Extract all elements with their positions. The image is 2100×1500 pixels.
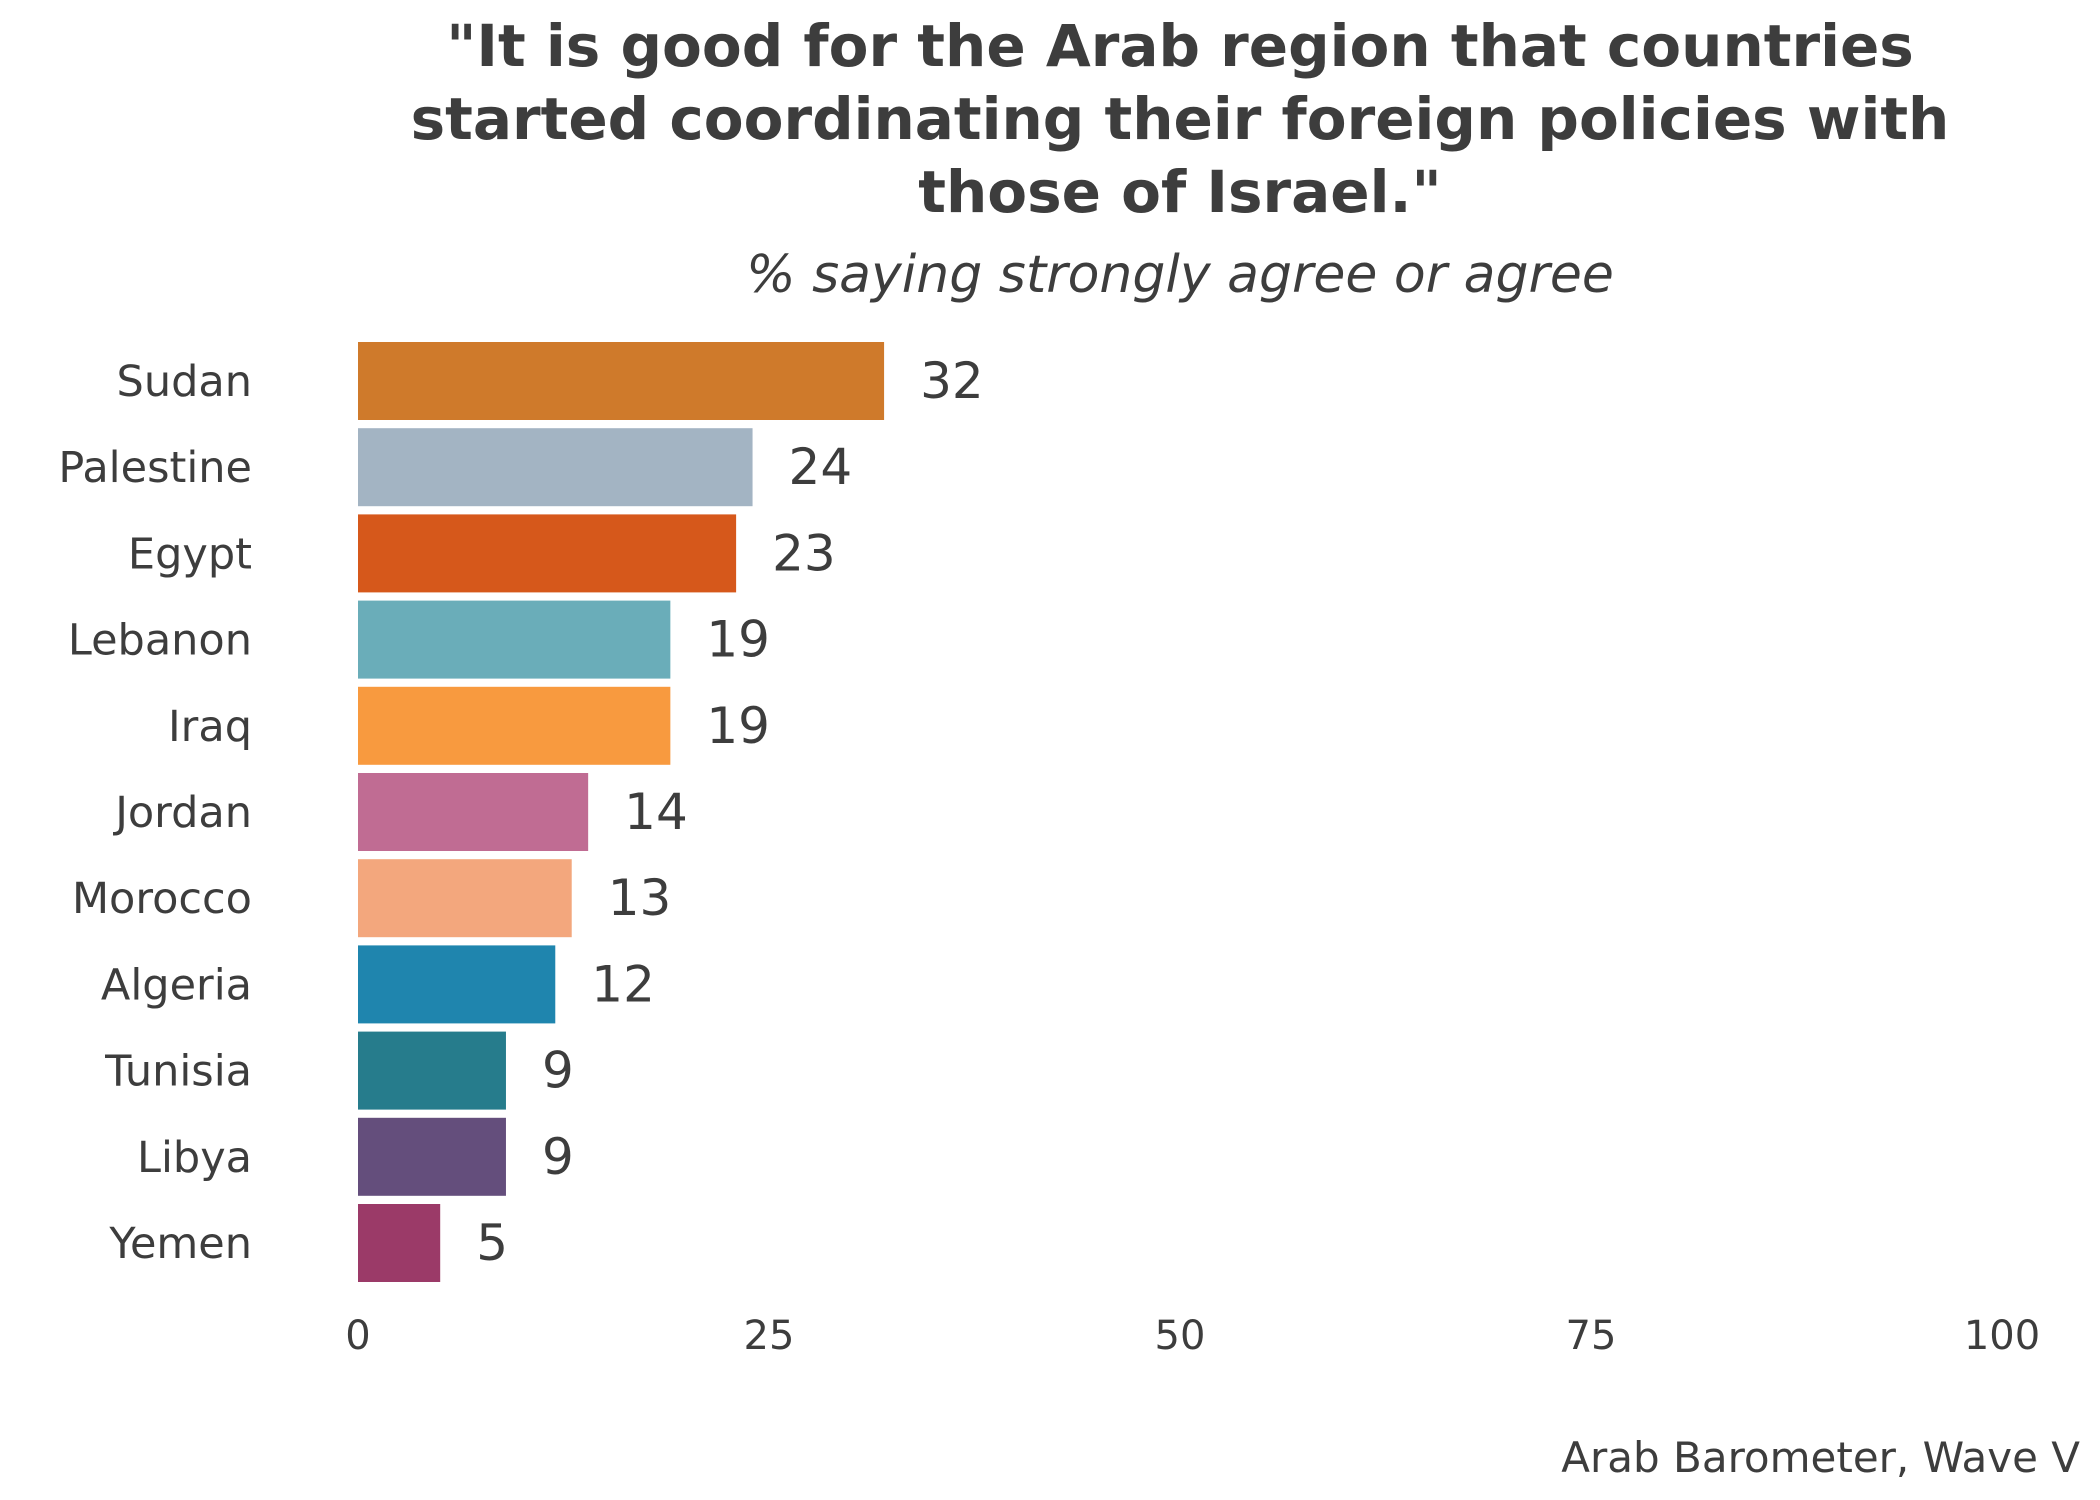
value-label-morocco: 13: [608, 869, 672, 927]
x-tick-label-25: 25: [744, 1313, 795, 1359]
category-label-iraq: Iraq: [168, 702, 252, 752]
value-label-lebanon: 19: [706, 611, 770, 669]
bar-lebanon: [358, 601, 670, 679]
bar-iraq: [358, 687, 670, 765]
value-label-sudan: 32: [920, 352, 984, 410]
chart-title-line-3: those of Israel.": [918, 158, 1442, 226]
source-caption: Arab Barometer, Wave V: [1561, 1433, 2080, 1482]
category-label-tunisia: Tunisia: [104, 1047, 252, 1097]
bar-yemen: [358, 1204, 440, 1282]
bar-egypt: [358, 514, 736, 592]
value-label-libya: 9: [542, 1128, 574, 1186]
value-label-egypt: 23: [772, 524, 836, 582]
category-label-yemen: Yemen: [108, 1219, 252, 1269]
value-label-palestine: 24: [789, 438, 853, 496]
category-label-lebanon: Lebanon: [68, 616, 252, 666]
x-tick-label-100: 100: [1964, 1313, 2040, 1359]
chart-title-line-1: "It is good for the Arab region that cou…: [446, 12, 1914, 80]
bar-tunisia: [358, 1032, 506, 1110]
chart-subtitle: % saying strongly agree or agree: [746, 245, 1614, 305]
bar-sudan: [358, 342, 884, 420]
category-label-jordan: Jordan: [112, 788, 252, 838]
category-labels: Sudan Palestine Egypt Lebanon Iraq Jordan Moro…: [58, 357, 252, 1269]
category-label-palestine: Palestine: [58, 443, 252, 493]
value-label-iraq: 19: [706, 697, 770, 755]
x-tick-label-75: 75: [1566, 1313, 1617, 1359]
bar-jordan: [358, 773, 588, 851]
value-label-jordan: 14: [624, 783, 688, 841]
category-label-sudan: Sudan: [117, 357, 252, 407]
chart-title-line-2: started coordinating their foreign polic…: [411, 85, 1950, 153]
value-label-tunisia: 9: [542, 1042, 574, 1100]
x-axis-ticks: 0 25 50 75 100: [345, 1313, 2040, 1359]
bar-libya: [358, 1118, 506, 1196]
value-label-yemen: 5: [476, 1214, 508, 1272]
x-tick-label-0: 0: [345, 1313, 370, 1359]
x-tick-label-50: 50: [1155, 1313, 1206, 1359]
category-label-morocco: Morocco: [72, 874, 252, 924]
value-label-algeria: 12: [591, 955, 655, 1013]
category-label-algeria: Algeria: [101, 960, 252, 1010]
category-label-egypt: Egypt: [128, 529, 252, 579]
chart-title: "It is good for the Arab region that cou…: [411, 12, 1950, 226]
bar-algeria: [358, 945, 555, 1023]
bar-morocco: [358, 859, 572, 937]
bar-chart: "It is good for the Arab region that cou…: [0, 0, 2100, 1500]
bar-palestine: [358, 428, 753, 506]
category-label-libya: Libya: [137, 1133, 252, 1183]
